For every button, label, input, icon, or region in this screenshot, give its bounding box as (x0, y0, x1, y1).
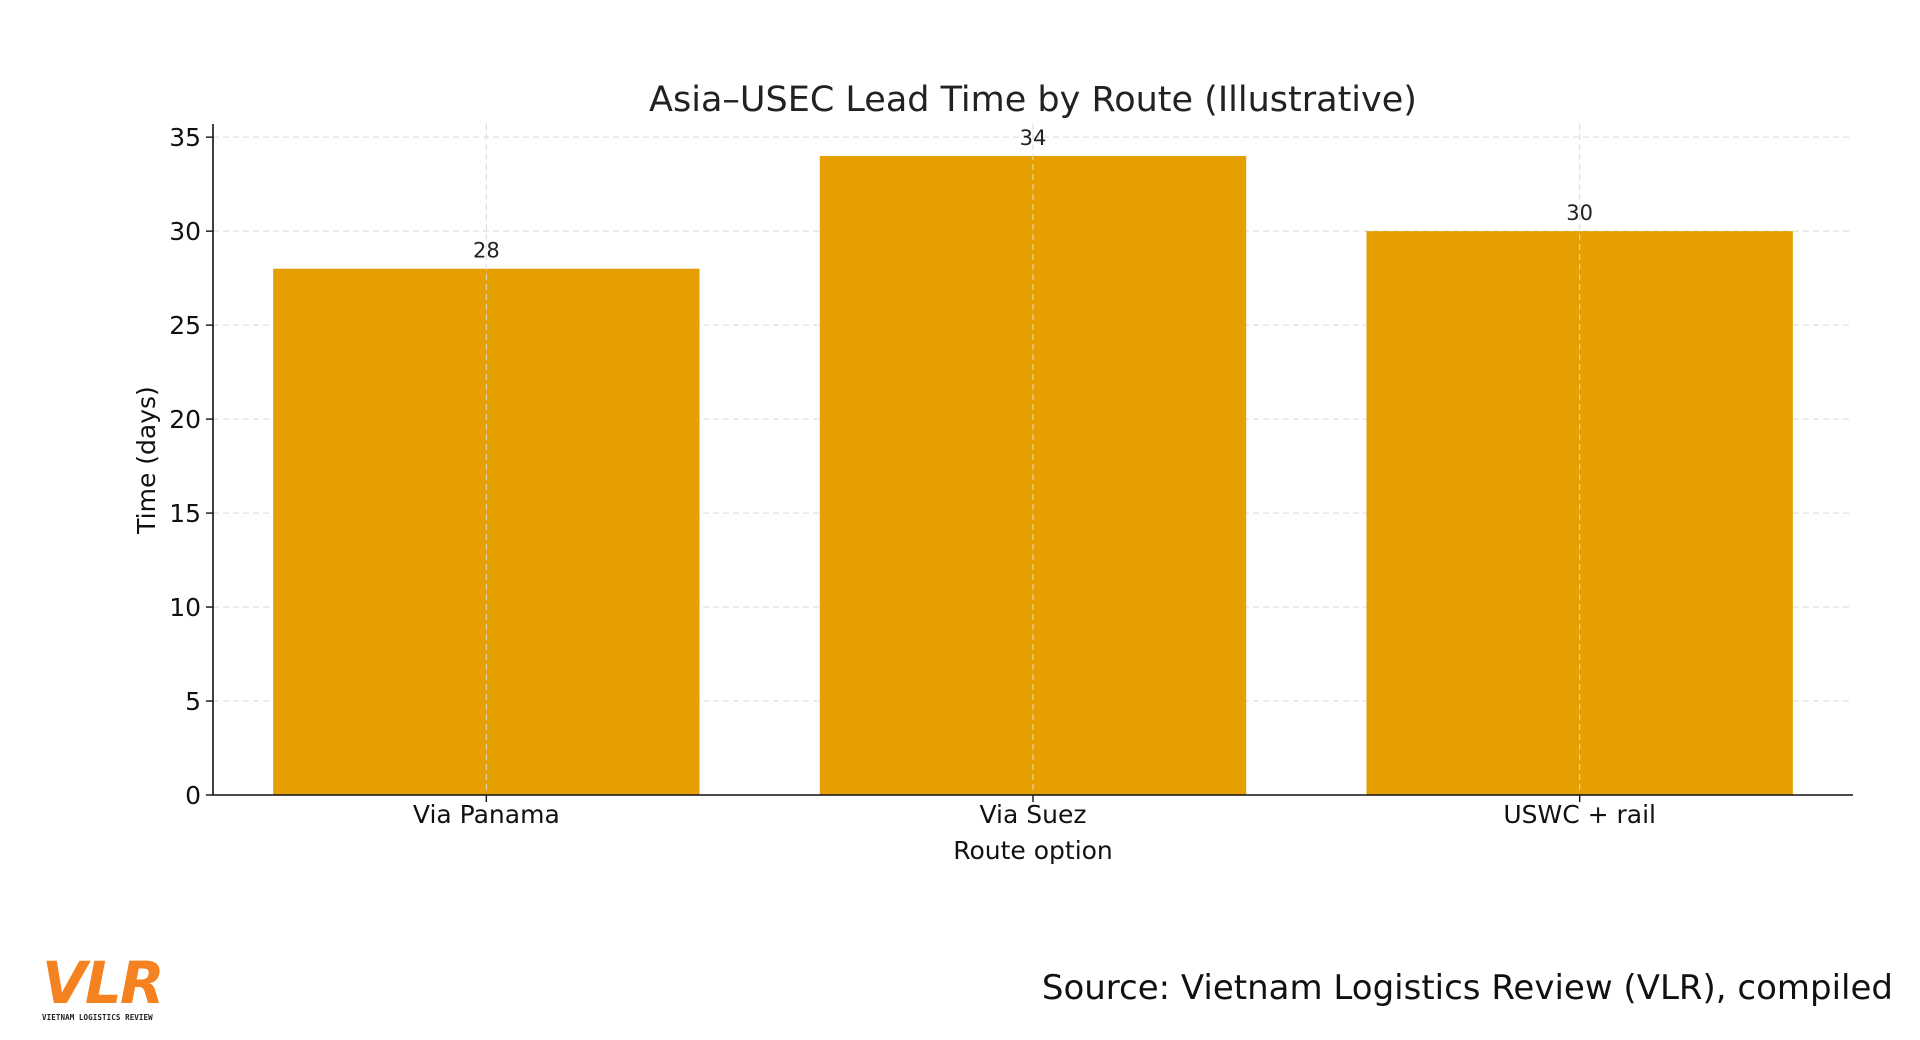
data-labels: 28 34 30 (473, 126, 1593, 263)
x-axis-label: Route option (953, 836, 1113, 865)
x-tick-label: Via Panama (413, 800, 560, 829)
data-label: 28 (473, 239, 500, 263)
y-axis-label: Time (days) (132, 386, 161, 535)
logo-subtext: VIETNAM LOGISTICS REVIEW (42, 1013, 153, 1022)
data-label: 30 (1566, 201, 1593, 225)
logo-text: VLR (42, 949, 165, 1017)
x-tick-label: USWC + rail (1503, 800, 1656, 829)
y-tick-label: 5 (185, 687, 201, 716)
data-label: 34 (1020, 126, 1047, 150)
y-tick-label: 15 (169, 499, 201, 528)
source-note: Source: Vietnam Logistics Review (VLR), … (1041, 968, 1893, 1008)
chart-title: Asia–USEC Lead Time by Route (Illustrati… (649, 80, 1417, 120)
y-tick-label: 35 (169, 123, 201, 152)
vlr-logo: VLR VIETNAM LOGISTICS REVIEW (42, 949, 165, 1023)
y-tick-label: 25 (169, 311, 201, 340)
x-tick-label: Via Suez (980, 800, 1087, 829)
axes: 0 5 10 15 20 25 30 35 Via Panama Via Suez USWC + r… (169, 123, 1853, 829)
y-tick-label: 20 (169, 405, 201, 434)
y-tick-label: 30 (169, 217, 201, 246)
x-grid (485, 124, 1581, 795)
y-tick-label: 10 (169, 593, 201, 622)
y-tick-label: 0 (185, 781, 201, 810)
